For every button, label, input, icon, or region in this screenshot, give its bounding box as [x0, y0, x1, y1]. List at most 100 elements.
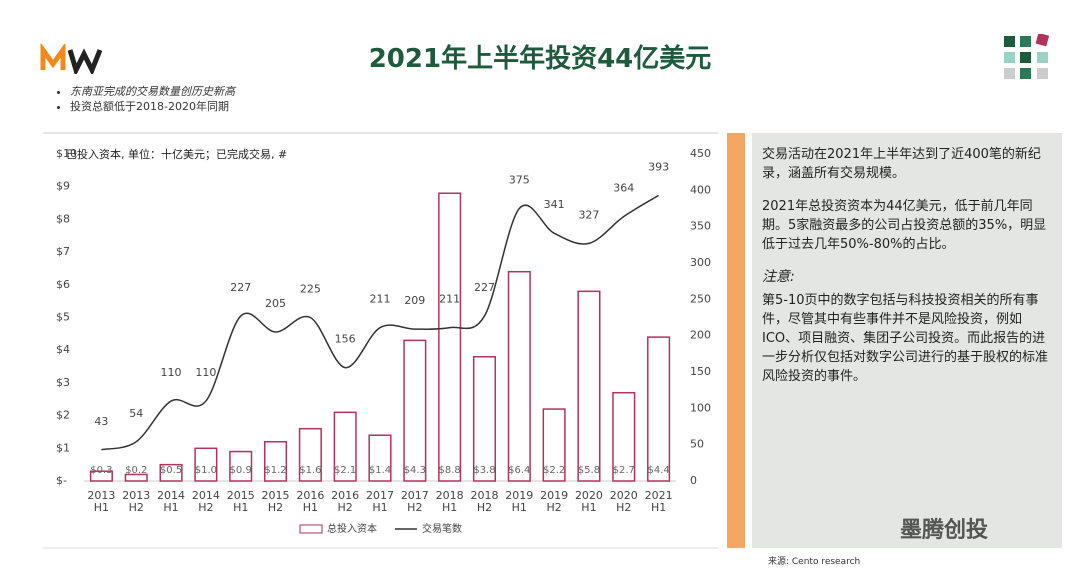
line-label: 364 [613, 181, 634, 194]
bar [89, 470, 113, 482]
x-tick-label: 2015 H1 [227, 489, 255, 514]
note: 第5-10页中的数字包括与科技投资相关的所有事件，尽管其中有些事件并不是风险投资… [762, 293, 1049, 384]
x-tick-label: 2018 H2 [470, 489, 498, 514]
bar-label: $1.6 [299, 465, 321, 476]
x-tick-label: 2013 H1 [87, 489, 115, 514]
watermark: 墨腾创投 [900, 518, 989, 543]
legend-label: 交易笔数 [422, 522, 462, 535]
logo-w [67, 48, 103, 74]
bar-label: $0.5 [160, 465, 182, 476]
bar-label: $5.8 [578, 465, 600, 476]
x-tick-label: 2017 H1 [366, 489, 394, 514]
x-tick-label: 2020 H2 [610, 489, 638, 514]
bar-label: $2.1 [334, 465, 356, 476]
y-tick-label: $10 [56, 147, 77, 160]
bar-label: $0.2 [125, 465, 147, 476]
y2-tick-label: 250 [690, 292, 711, 305]
bar [542, 408, 566, 482]
bar-label: $4.3 [404, 465, 426, 476]
bullet: 东南亚完成的交易数量创历史新高 [70, 84, 235, 99]
bullets: 东南亚完成的交易数量创历史新高 投资总额低于2018-2020年同期 [60, 84, 235, 114]
line-label: 110 [195, 366, 216, 379]
y2-tick-label: 350 [690, 220, 711, 233]
y2-tick-label: 200 [690, 329, 711, 342]
bar-label: $0.3 [90, 465, 112, 476]
line-label: 54 [129, 407, 143, 420]
bar [577, 290, 601, 482]
bar-label: $0.9 [230, 465, 252, 476]
line-label: 211 [370, 293, 391, 306]
line-label: 110 [161, 366, 182, 379]
x-tick-label: 2016 H1 [296, 489, 324, 514]
bar-label: $2.2 [543, 465, 565, 476]
bar-label: $1.2 [264, 465, 286, 476]
text-panel: 交易活动在2021年上半年达到了近400笔的新纪录，涵盖所有交易规模。 2021… [752, 133, 1062, 548]
line-label: 156 [335, 333, 356, 346]
y-tick-label: $8 [56, 212, 70, 225]
bar [124, 473, 148, 482]
y2-tick-label: 400 [690, 183, 711, 196]
bar-label: $2.7 [613, 465, 635, 476]
bar [403, 339, 427, 482]
x-tick-label: 2018 H1 [436, 489, 464, 514]
y-tick-label: $6 [56, 278, 70, 291]
x-tick-label: 2020 H1 [575, 489, 603, 514]
y2-tick-label: 0 [690, 474, 697, 487]
note-heading: 注意: [762, 269, 795, 285]
bullet: 投资总额低于2018-2020年同期 [70, 99, 235, 114]
y2-tick-label: 150 [690, 365, 711, 378]
x-tick-label: 2019 H1 [505, 489, 533, 514]
y2-tick-label: 100 [690, 401, 711, 414]
source: 来源: Cento research [768, 557, 861, 567]
y-tick-label: $- [56, 474, 67, 487]
y-tick-label: $9 [56, 180, 70, 193]
x-tick-label: 2013 H2 [122, 489, 150, 514]
bar-label: $1.4 [369, 465, 391, 476]
y2-tick-label: 50 [690, 438, 704, 451]
x-tick-label: 2014 H1 [157, 489, 185, 514]
bar [647, 336, 671, 482]
bar-label: $8.8 [439, 465, 461, 476]
bar [229, 450, 253, 482]
y2-tick-label: 300 [690, 256, 711, 269]
line-label: 327 [578, 208, 599, 221]
line-label: 211 [439, 293, 460, 306]
bar [298, 427, 322, 482]
y-tick-label: $7 [56, 245, 70, 258]
bar-label: $1.0 [195, 465, 217, 476]
chart: 已投入资本, 单位：十亿美元；已完成交易, # $- $1 $2 $3 $4 $5 $6 $7… [43, 132, 718, 549]
bar [333, 411, 357, 482]
accent-bar [727, 133, 745, 548]
y-tick-label: $4 [56, 343, 70, 356]
paragraph: 交易活动在2021年上半年达到了近400笔的新纪录，涵盖所有交易规模。 [762, 147, 1041, 181]
line-label: 43 [94, 415, 108, 428]
bar [159, 463, 183, 482]
logo [40, 44, 103, 74]
bar [507, 270, 531, 482]
x-tick-label: 2017 H2 [401, 489, 429, 514]
line-label: 341 [544, 198, 565, 211]
legend-label: 总投入资本 [327, 522, 377, 535]
line [101, 194, 659, 451]
x-tick-label: 2021 H1 [645, 489, 673, 514]
y-tick-label: $1 [56, 441, 70, 454]
logo-m [40, 44, 66, 70]
bar-label: $4.4 [647, 465, 669, 476]
line-label: 227 [474, 281, 495, 294]
bar [194, 447, 218, 482]
bar [612, 391, 636, 482]
x-tick-label: 2016 H2 [331, 489, 359, 514]
bar [263, 441, 288, 482]
y-tick-label: $5 [56, 311, 70, 324]
line-label: 393 [648, 160, 669, 173]
bar-label: $3.8 [473, 465, 495, 476]
x-tick-label: 2019 H2 [540, 489, 568, 514]
x-tick-label: 2015 H2 [262, 489, 290, 514]
bar [438, 192, 462, 482]
bar [472, 355, 497, 482]
bar [368, 434, 392, 482]
bar-label: $6.4 [508, 465, 530, 476]
paragraph: 2021年总投资资本为44亿美元，低于前几年同期。5家融资最多的公司占投资总额的… [762, 199, 1047, 252]
y-tick-label: $2 [56, 409, 70, 422]
legend-swatch [299, 524, 323, 534]
